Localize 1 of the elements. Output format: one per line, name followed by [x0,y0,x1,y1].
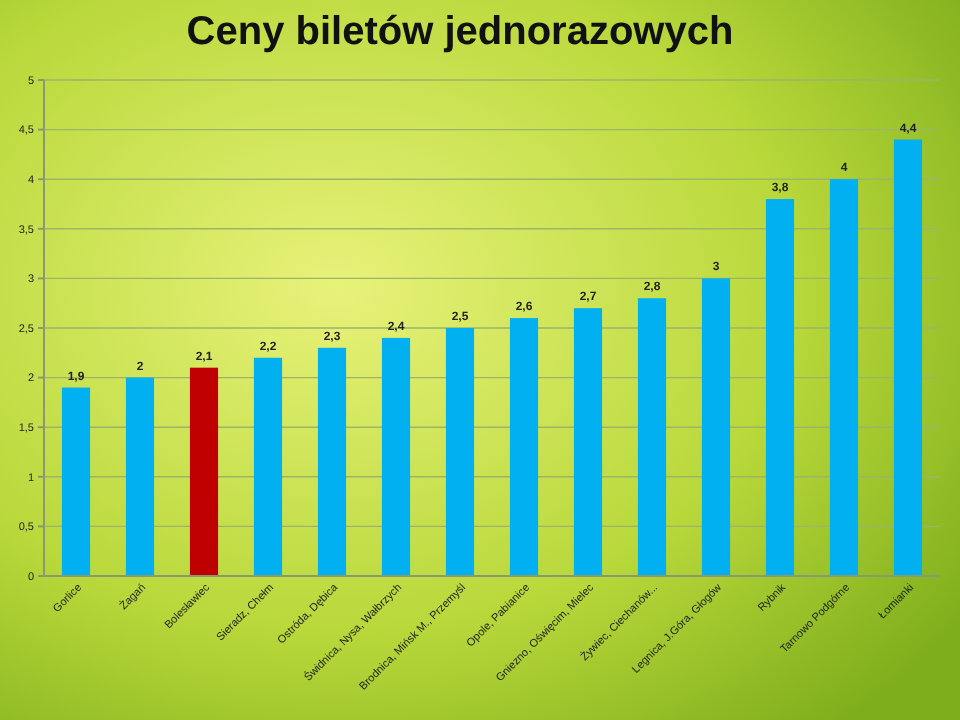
chart-title: Ceny biletów jednorazowych [186,10,734,54]
